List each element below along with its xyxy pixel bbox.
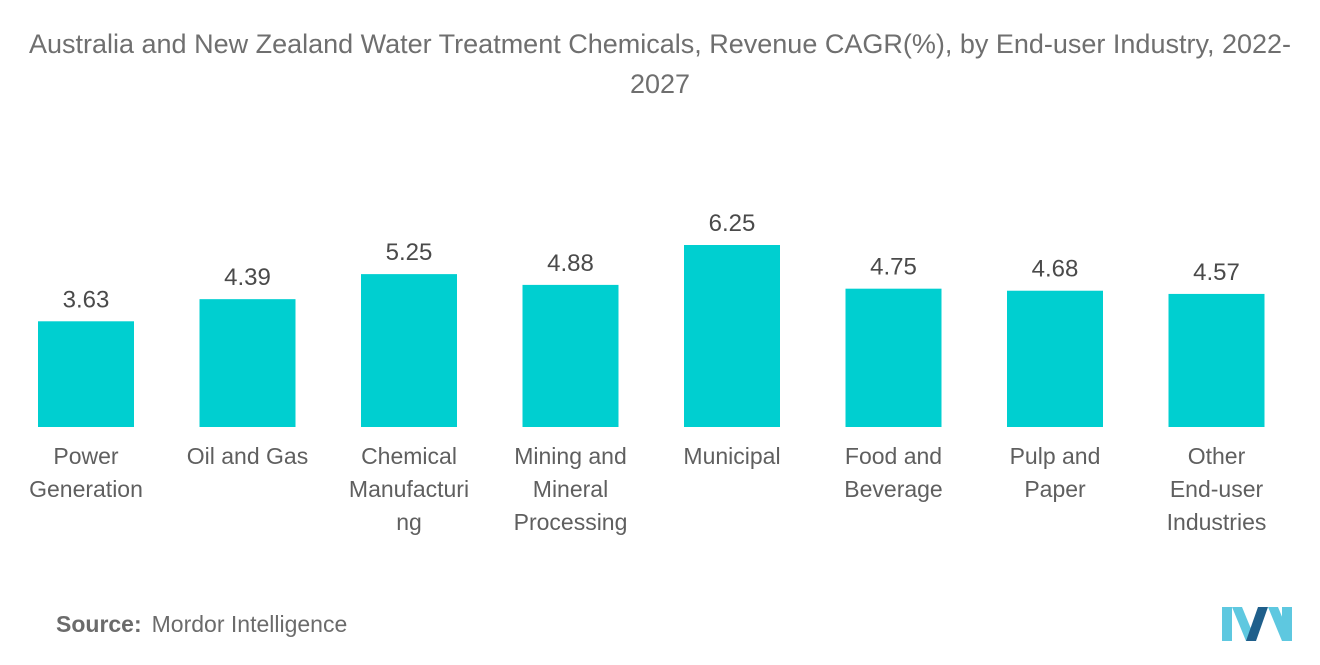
category-label-0: Power Generation: [29, 443, 143, 502]
value-label-3: 4.88: [547, 250, 594, 277]
bar-6: [1007, 290, 1103, 427]
category-label-line: Food and: [845, 443, 942, 469]
category-label-line: Processing: [514, 509, 628, 535]
value-label-7: 4.57: [1193, 259, 1240, 286]
category-label-7: Other End-user Industries: [1167, 443, 1267, 535]
category-label-line: Other: [1188, 443, 1246, 469]
category-label-line: Mineral: [533, 476, 608, 502]
category-label-line: Paper: [1024, 476, 1086, 502]
bar-0: [38, 321, 134, 427]
value-label-0: 3.63: [63, 286, 110, 313]
value-label-1: 4.39: [224, 264, 271, 291]
category-label-1: Oil and Gas: [187, 443, 308, 469]
bar-3: [522, 284, 619, 427]
bar-7: [1168, 293, 1265, 427]
value-label-5: 4.75: [870, 254, 917, 281]
category-label-line: Manufacturi: [349, 476, 469, 502]
value-label-4: 6.25: [709, 210, 756, 237]
value-label-6: 4.68: [1032, 256, 1079, 283]
category-label-line: Beverage: [844, 476, 942, 502]
category-label-3: Mining and Mineral Processing: [514, 443, 628, 535]
category-label-line: Chemical: [361, 443, 457, 469]
value-label-2: 5.25: [386, 239, 433, 266]
category-label-line: Power: [53, 443, 119, 469]
bar-5: [845, 288, 942, 427]
source-label: Source:: [56, 611, 142, 637]
category-label-line: Municipal: [683, 443, 780, 469]
category-label-line: ng: [396, 509, 422, 535]
bar-2: [361, 274, 457, 427]
category-label-line: Industries: [1167, 509, 1267, 535]
category-label-line: Generation: [29, 476, 143, 502]
bar-4: [684, 245, 780, 427]
bar-chart: 3.63 Power Generation 4.39 Oil and Gas 5.25 Ch…: [29, 210, 1267, 535]
category-label-4: Municipal: [683, 443, 780, 469]
category-label-line: End-user: [1170, 476, 1264, 502]
category-label-line: Mining and: [514, 443, 627, 469]
category-label-line: Pulp and: [1010, 443, 1101, 469]
category-label-6: Pulp and Paper: [1010, 443, 1101, 502]
mordor-intelligence-logo-icon: [1222, 607, 1292, 641]
source-value: Mordor Intelligence: [151, 611, 348, 637]
bar-1: [199, 299, 296, 427]
category-label-5: Food and Beverage: [844, 443, 942, 502]
category-label-line: Oil and Gas: [187, 443, 308, 469]
category-label-2: Chemical Manufacturi ng: [349, 443, 469, 535]
chart-title: Australia and New Zealand Water Treatmen…: [28, 29, 1292, 99]
source-note: Source: Mordor Intelligence: [56, 611, 347, 638]
